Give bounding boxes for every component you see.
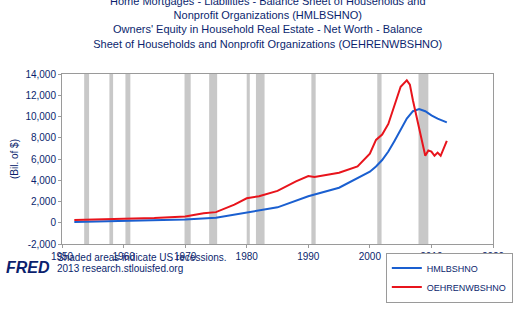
svg-text:Home Mortgages - Liabilities -: Home Mortgages - Liabilities - Balance S… (93, 0, 442, 50)
svg-text:8,000: 8,000 (31, 132, 56, 143)
svg-text:FRED: FRED (6, 259, 50, 276)
svg-text:2013 research.stlouisfed.org: 2013 research.stlouisfed.org (57, 263, 183, 274)
svg-text:-2,000: -2,000 (28, 239, 57, 250)
svg-text:12,000: 12,000 (25, 90, 56, 101)
svg-text:0: 0 (50, 217, 56, 228)
svg-text:1960: 1960 (112, 251, 135, 262)
svg-text:(Bil. of $): (Bil. of $) (9, 139, 20, 179)
svg-text:1950: 1950 (51, 251, 74, 262)
svg-text:HMLBSHNO: HMLBSHNO (427, 264, 478, 274)
svg-text:1970: 1970 (174, 251, 197, 262)
svg-text:1980: 1980 (236, 251, 259, 262)
svg-text:1990: 1990 (297, 251, 320, 262)
svg-text:4,000: 4,000 (31, 175, 56, 186)
svg-text:OEHRENWBSHNO: OEHRENWBSHNO (427, 283, 506, 293)
svg-text:6,000: 6,000 (31, 154, 56, 165)
svg-text:Shaded areas indicate US reces: Shaded areas indicate US recessions. (57, 252, 227, 263)
svg-text:2,000: 2,000 (31, 196, 56, 207)
svg-text:14,000: 14,000 (25, 69, 56, 80)
svg-text:2000: 2000 (359, 251, 382, 262)
svg-text:10,000: 10,000 (25, 111, 56, 122)
